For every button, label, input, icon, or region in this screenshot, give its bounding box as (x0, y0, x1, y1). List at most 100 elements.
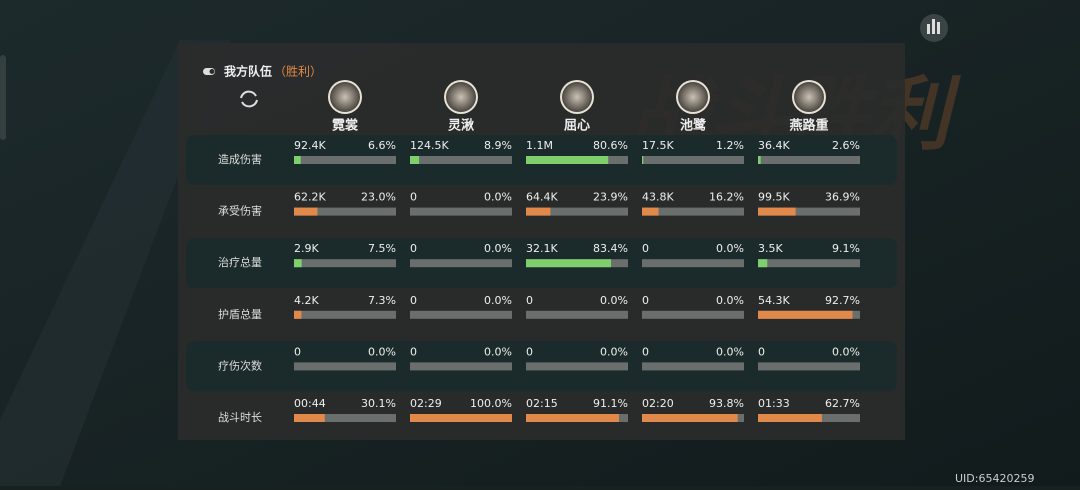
bar-track (526, 310, 628, 319)
stats-icon (932, 19, 935, 34)
percent: 1.2% (716, 139, 744, 152)
amount: 2.9K (294, 242, 319, 255)
character-name: 燕路重 (789, 118, 828, 134)
avatar (446, 82, 476, 112)
bar (758, 310, 853, 319)
bar (294, 310, 302, 319)
percent: 93.8% (709, 397, 744, 410)
bar-track (758, 362, 860, 371)
uid: UID:65420259 (955, 472, 1034, 485)
amount: 64.4K (526, 191, 558, 204)
percent: 6.6% (368, 139, 396, 152)
amount: 0 (642, 294, 649, 307)
row-label: 战斗时长 (218, 411, 262, 424)
bar-track (526, 207, 628, 216)
percent: 0.0% (484, 345, 512, 358)
percent: 9.1% (832, 242, 860, 255)
character-name: 灵湫 (448, 118, 474, 134)
percent: 80.6% (593, 139, 628, 152)
amount: 62.2K (294, 191, 326, 204)
stats-icon (937, 22, 940, 34)
amount: 1.1M (526, 139, 553, 152)
bar (758, 156, 761, 164)
percent: 100.0% (470, 397, 512, 410)
percent: 0.0% (832, 345, 860, 358)
bg-stripe (0, 40, 230, 486)
amount: 92.4K (294, 139, 326, 152)
bar (410, 414, 512, 422)
bar (526, 414, 619, 422)
percent: 0.0% (484, 242, 512, 255)
bar-track (294, 414, 396, 422)
bar-track (410, 259, 512, 268)
team-title: 我方队伍 (224, 64, 272, 79)
amount: 124.5K (410, 139, 449, 152)
bar (294, 259, 302, 268)
bar-track (642, 362, 744, 371)
amount: 0 (526, 294, 533, 307)
bar-track (758, 156, 860, 164)
amount: 99.5K (758, 191, 790, 204)
percent: 0.0% (600, 294, 628, 307)
bar (294, 156, 301, 164)
amount: 01:33 (758, 397, 790, 410)
percent: 7.5% (368, 242, 396, 255)
refresh-arc (241, 99, 258, 108)
percent: 0.0% (368, 345, 396, 358)
avatar (562, 82, 592, 112)
percent: 16.2% (709, 191, 744, 204)
amount: 00:44 (294, 397, 326, 410)
avatar (678, 82, 708, 112)
bar-track (758, 259, 860, 268)
row-label: 疗伤次数 (218, 358, 262, 372)
row-label: 治疗总量 (218, 255, 262, 269)
percent: 0.0% (716, 345, 744, 358)
bar (526, 207, 551, 216)
bar (642, 207, 659, 216)
amount: 02:29 (410, 397, 442, 410)
amount: 02:20 (642, 397, 674, 410)
bar-track (294, 156, 396, 164)
bar-track (294, 207, 396, 216)
amount: 3.5K (758, 242, 783, 255)
amount: 0 (410, 242, 417, 255)
amount: 0 (642, 242, 649, 255)
bar-track (294, 259, 396, 268)
bar (294, 207, 318, 216)
bar-track (526, 362, 628, 371)
stats-icon (927, 24, 930, 34)
percent: 36.9% (825, 191, 860, 204)
refresh-button[interactable] (240, 90, 258, 108)
percent: 83.4% (593, 242, 628, 255)
bar (758, 414, 822, 422)
bar (642, 156, 644, 164)
amount: 54.3K (758, 294, 790, 307)
bar (410, 156, 420, 164)
side-tab[interactable] (0, 55, 6, 140)
bar (526, 259, 612, 268)
avatar (794, 82, 824, 112)
amount: 32.1K (526, 242, 558, 255)
bar (526, 156, 609, 164)
amount: 0 (642, 345, 649, 358)
amount: 0 (758, 345, 765, 358)
amount: 0 (410, 345, 417, 358)
row-label: 护盾总量 (218, 307, 262, 321)
bar-track (642, 156, 744, 164)
percent: 0.0% (716, 294, 744, 307)
bar-track (294, 362, 396, 371)
percent: 30.1% (361, 397, 396, 410)
amount: 02:15 (526, 397, 558, 410)
percent: 23.0% (361, 191, 396, 204)
bar-track (410, 310, 512, 319)
amount: 17.5K (642, 139, 674, 152)
percent: 0.0% (484, 191, 512, 204)
percent: 0.0% (716, 242, 744, 255)
bar-track (642, 207, 744, 216)
amount: 0 (410, 294, 417, 307)
bar-track (642, 259, 744, 268)
amount: 4.2K (294, 294, 319, 307)
bar-track (410, 362, 512, 371)
character-name: 屈心 (564, 119, 590, 134)
team-status: （胜利） (274, 64, 322, 79)
